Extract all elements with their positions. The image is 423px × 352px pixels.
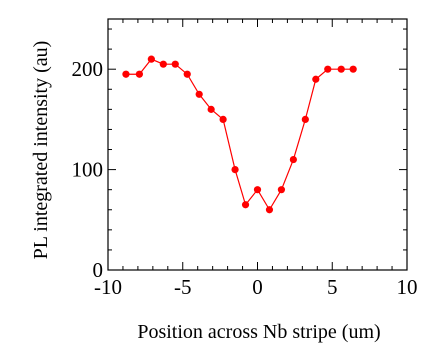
data-point bbox=[324, 65, 332, 73]
axis-ticks bbox=[107, 19, 408, 271]
x-tick-label: -10 bbox=[94, 275, 122, 299]
x-tick-label: 5 bbox=[327, 275, 338, 299]
data-point bbox=[135, 70, 143, 78]
x-tick-label: 10 bbox=[397, 275, 418, 299]
data-point bbox=[231, 166, 239, 174]
y-axis-title: PL integrated intensity (au) bbox=[30, 41, 52, 260]
x-tick-label: -5 bbox=[174, 275, 192, 299]
data-point bbox=[122, 70, 130, 78]
data-point bbox=[277, 186, 286, 194]
data-point bbox=[183, 70, 191, 78]
data-point bbox=[147, 55, 155, 63]
y-tick-label: 0 bbox=[93, 258, 104, 282]
data-point bbox=[253, 186, 262, 194]
data-series bbox=[122, 55, 357, 214]
data-point bbox=[159, 60, 167, 68]
series-line bbox=[125, 58, 354, 211]
data-point bbox=[219, 115, 227, 123]
data-point bbox=[265, 206, 274, 214]
y-tick-label: 200 bbox=[72, 57, 104, 81]
x-axis-title: Position across Nb stripe (um) bbox=[137, 321, 380, 343]
data-point bbox=[171, 60, 179, 68]
data-point bbox=[289, 155, 297, 164]
x-tick-label: 0 bbox=[252, 275, 263, 299]
data-point bbox=[349, 65, 357, 73]
data-point bbox=[241, 201, 250, 209]
data-point bbox=[337, 65, 345, 73]
data-point bbox=[301, 115, 309, 123]
data-point bbox=[312, 75, 320, 83]
data-point bbox=[195, 90, 203, 98]
data-point bbox=[207, 105, 215, 113]
y-tick-label: 100 bbox=[72, 158, 104, 182]
